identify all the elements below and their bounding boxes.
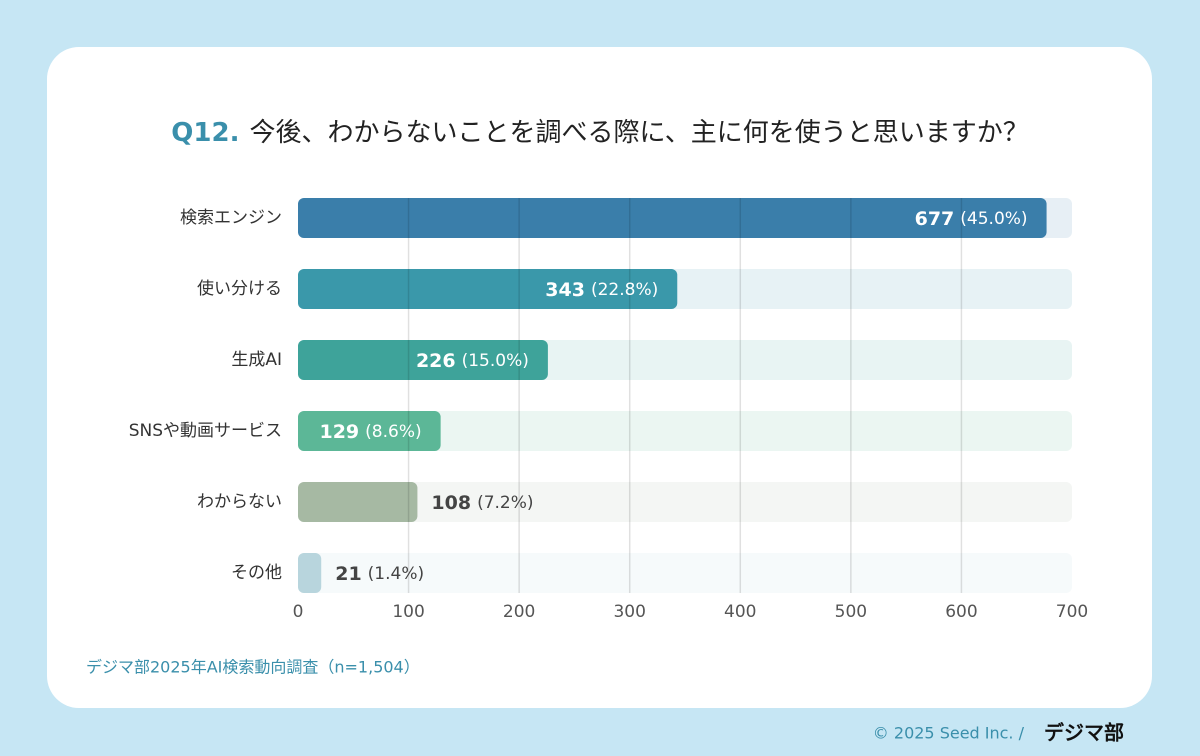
bar	[298, 553, 322, 593]
bar	[298, 269, 678, 309]
x-tick-label: 100	[392, 602, 424, 622]
category-label: SNSや動画サービス	[129, 421, 282, 441]
copyright: © 2025 Seed Inc. /	[873, 724, 1025, 743]
value-label: 21 (1.4%)	[335, 563, 424, 585]
value-number: 343	[545, 279, 585, 301]
value-number: 226	[416, 350, 456, 372]
category-label: 使い分ける	[197, 278, 282, 299]
category-label: わからない	[197, 492, 282, 512]
bar-track	[298, 553, 1072, 593]
bar	[298, 340, 548, 380]
bar	[298, 482, 418, 522]
percent-label: (7.2%)	[477, 493, 533, 513]
value-label: 226 (15.0%)	[416, 350, 529, 372]
x-tick-label: 300	[613, 602, 645, 622]
title-prefix: Q12.	[171, 118, 239, 148]
value-label: 129 (8.6%)	[319, 421, 421, 443]
logo: デジマ部	[1044, 721, 1124, 745]
bar-track	[298, 482, 1072, 522]
percent-label: (15.0%)	[462, 351, 529, 371]
category-label: その他	[231, 563, 282, 583]
value-label: 108 (7.2%)	[431, 492, 533, 514]
x-tick-label: 500	[835, 602, 867, 622]
percent-label: (1.4%)	[368, 564, 424, 584]
title-text: 今後、わからないことを調べる際に、主に何を使うと思いますか？	[249, 118, 1028, 148]
percent-label: (22.8%)	[591, 280, 658, 300]
value-number: 677	[915, 208, 955, 230]
percent-label: (8.6%)	[365, 422, 421, 442]
value-label: 343 (22.8%)	[545, 279, 658, 301]
category-label: 生成AI	[231, 350, 282, 370]
value-number: 21	[335, 563, 361, 585]
percent-label: (45.0%)	[960, 209, 1027, 229]
source: デジマ部2025年AI検索動向調査（n=1,504）	[86, 658, 420, 677]
x-tick-label: 0	[293, 602, 304, 622]
category-label: 検索エンジン	[180, 208, 282, 228]
x-tick-label: 200	[503, 602, 535, 622]
chart-title: Q12. 今後、わからないことを調べる際に、主に何を使うと思いますか？	[171, 118, 1028, 148]
value-label: 677 (45.0%)	[915, 208, 1028, 230]
x-tick-label: 700	[1056, 602, 1088, 622]
bar	[298, 411, 441, 451]
value-number: 108	[431, 492, 471, 514]
x-tick-label: 400	[724, 602, 756, 622]
bar	[298, 198, 1047, 238]
bar-track	[298, 411, 1072, 451]
value-number: 129	[319, 421, 359, 443]
x-tick-label: 600	[945, 602, 977, 622]
